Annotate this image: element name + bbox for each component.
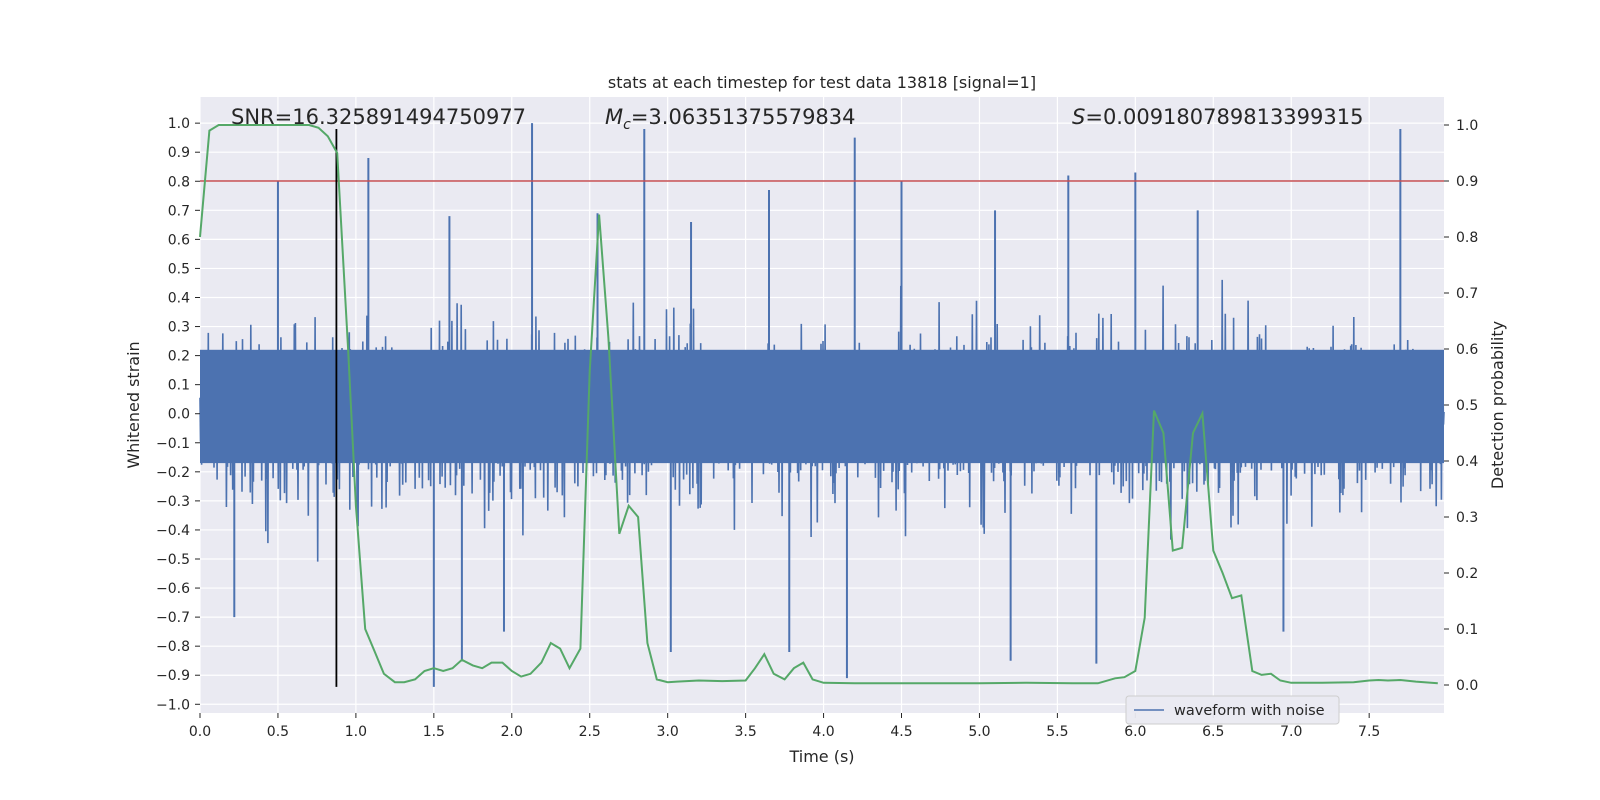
s-value: =0.009180789813399315	[1085, 105, 1363, 129]
y-tick-label: 0.5	[168, 261, 190, 277]
y-right-tick-label: 0.9	[1456, 174, 1478, 190]
x-tick-label: 1.0	[345, 724, 367, 740]
chirp-mass-value: =3.06351375579834	[631, 105, 856, 129]
chart-title: stats at each timestep for test data 138…	[608, 73, 1036, 92]
x-axis-title: Time (s)	[788, 747, 854, 766]
legend-label-waveform: waveform with noise	[1174, 703, 1325, 719]
y-right-tick-label: 1.0	[1456, 118, 1478, 134]
y-tick-label: 0.0	[168, 407, 190, 423]
y-tick-label: 0.2	[168, 349, 190, 365]
y-right-tick-label: 0.3	[1456, 510, 1478, 526]
s-annotation: S=0.009180789813399315	[1072, 105, 1363, 129]
y-right-tick-label: 0.7	[1456, 286, 1478, 302]
chirp-mass-subscript: c	[623, 117, 631, 133]
y-tick-label: 0.6	[168, 232, 190, 248]
y-tick-label: −0.7	[156, 610, 190, 626]
x-tick-label: 0.5	[267, 724, 289, 740]
y-tick-label: 1.0	[168, 116, 190, 132]
y-tick-label: 0.8	[168, 174, 190, 190]
y-right-tick-label: 0.0	[1456, 678, 1478, 694]
legend-box	[1125, 695, 1340, 725]
y-tick-label: 0.3	[168, 320, 190, 336]
y-tick-label: −0.1	[156, 436, 190, 452]
overlays	[200, 128, 1444, 687]
x-tick-label: 4.0	[812, 724, 834, 740]
waveform-core	[200, 349, 1444, 464]
y-right-tick-label: 0.2	[1456, 566, 1478, 582]
y-axis-title-right: Detection probability	[1488, 321, 1507, 489]
x-tick-label: 6.0	[1124, 724, 1146, 740]
y-tick-label: −0.9	[156, 668, 190, 684]
x-axis: 0.0 0.5 1.0 1.5 2.0 2.5 3.0 3.5 4.0 4.5 5.0 5.5 6.0 6…	[189, 713, 1380, 740]
y-tick-label: −0.8	[156, 639, 190, 655]
snr-annotation: SNR=16.325891494750977	[231, 105, 526, 129]
x-tick-label: 2.0	[501, 724, 523, 740]
y-tick-label: −0.4	[156, 523, 190, 539]
x-tick-label: 3.5	[734, 724, 756, 740]
y-tick-label: −0.6	[156, 581, 190, 597]
y-right-tick-label: 0.8	[1456, 230, 1478, 246]
x-tick-label: 2.5	[579, 724, 601, 740]
legend: waveform with noise	[1125, 695, 1340, 725]
y-tick-label: 0.4	[168, 290, 190, 306]
y-tick-label: −0.5	[156, 552, 190, 568]
y-tick-label: −0.3	[156, 494, 190, 510]
y-axis-left: −1.0 −0.9 −0.8 −0.7 −0.6 −0.5 −0.4 −0.3 −0.2 −0.1…	[156, 116, 200, 713]
y-right-tick-label: 0.6	[1456, 342, 1478, 358]
chirp-mass-symbol: M	[605, 105, 623, 129]
y-tick-label: 0.9	[168, 145, 190, 161]
waveform-series	[199, 123, 1445, 687]
x-tick-label: 0.0	[189, 724, 211, 740]
x-tick-label: 1.5	[423, 724, 445, 740]
y-right-tick-label: 0.5	[1456, 398, 1478, 414]
y-axis-title-left: Whitened strain	[124, 341, 143, 468]
y-tick-label: −1.0	[156, 697, 190, 713]
y-axis-right: 0.0 0.1 0.2 0.3 0.4 0.5 0.6 0.7 0.8 0.9 1.0	[1444, 118, 1478, 694]
y-tick-label: −0.2	[156, 465, 190, 481]
x-tick-label: 7.0	[1280, 724, 1302, 740]
x-tick-label: 4.5	[890, 724, 912, 740]
x-tick-label: 5.0	[968, 724, 990, 740]
x-tick-label: 7.5	[1358, 724, 1380, 740]
y-tick-label: 0.1	[168, 378, 190, 394]
detection-probability-series	[199, 124, 1438, 685]
y-right-tick-label: 0.1	[1456, 622, 1478, 638]
y-tick-label: 0.7	[168, 203, 190, 219]
y-right-tick-label: 0.4	[1456, 454, 1478, 470]
chirp-mass-annotation: Mc=3.06351375579834	[605, 105, 856, 133]
s-symbol: S	[1072, 105, 1085, 129]
x-tick-label: 5.5	[1046, 724, 1068, 740]
detection-probability-line	[199, 124, 1438, 685]
x-tick-label: 6.5	[1202, 724, 1224, 740]
x-tick-label: 3.0	[657, 724, 679, 740]
